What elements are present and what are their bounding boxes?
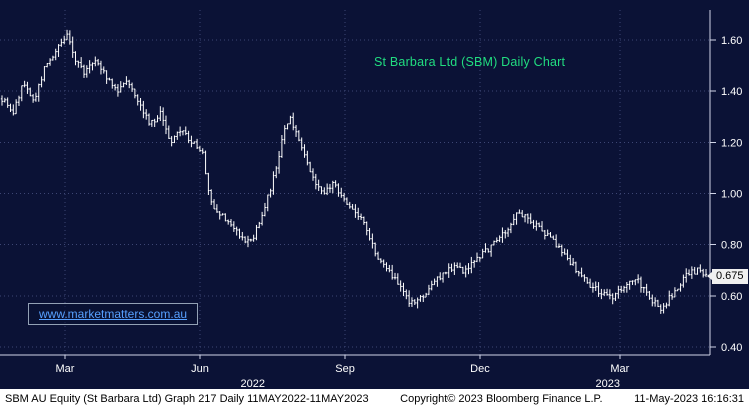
status-bar-left: SBM AU Equity (St Barbara Ltd) Graph 217…	[5, 393, 369, 405]
status-bar-copyright: Copyright© 2023 Bloomberg Finance L.P.	[400, 393, 603, 405]
marketmatters-url[interactable]: www.marketmatters.com.au	[39, 307, 188, 321]
gridlines	[0, 10, 710, 355]
last-price-label: 0.675	[707, 268, 748, 284]
axes	[0, 10, 716, 359]
svg-text:Mar: Mar	[610, 363, 629, 375]
price-chart: 0.40 0.60 0.80 1.00 1.20 1.40 1.60 Mar Jun Sep Dec…	[0, 10, 742, 389]
ohlc-bars	[0, 29, 708, 314]
svg-text:0.60: 0.60	[721, 291, 742, 303]
chart-title: St Barbara Ltd (SBM) Daily Chart	[374, 55, 566, 69]
svg-text:2022: 2022	[241, 378, 265, 389]
x-axis-labels: Mar Jun Sep Dec Mar 2022 2023	[55, 363, 629, 389]
svg-text:Dec: Dec	[470, 363, 490, 375]
status-bar-timestamp: 11-May-2023 16:16:31	[634, 393, 744, 405]
svg-text:0.40: 0.40	[721, 342, 742, 354]
y-axis-labels: 0.40 0.60 0.80 1.00 1.20 1.40 1.60	[721, 35, 742, 354]
svg-text:Mar: Mar	[55, 363, 74, 375]
svg-text:0.80: 0.80	[721, 240, 742, 252]
svg-text:1.40: 1.40	[721, 86, 742, 98]
status-bar: SBM AU Equity (St Barbara Ltd) Graph 217…	[0, 389, 749, 409]
last-price-value: 0.675	[716, 269, 744, 282]
svg-text:1.00: 1.00	[721, 189, 742, 201]
svg-text:2023: 2023	[596, 378, 620, 389]
marketmatters-link-box[interactable]: www.marketmatters.com.au	[28, 303, 199, 325]
svg-text:Sep: Sep	[335, 363, 355, 375]
svg-text:Jun: Jun	[191, 363, 209, 375]
svg-text:1.20: 1.20	[721, 137, 742, 149]
svg-text:1.60: 1.60	[721, 35, 742, 47]
